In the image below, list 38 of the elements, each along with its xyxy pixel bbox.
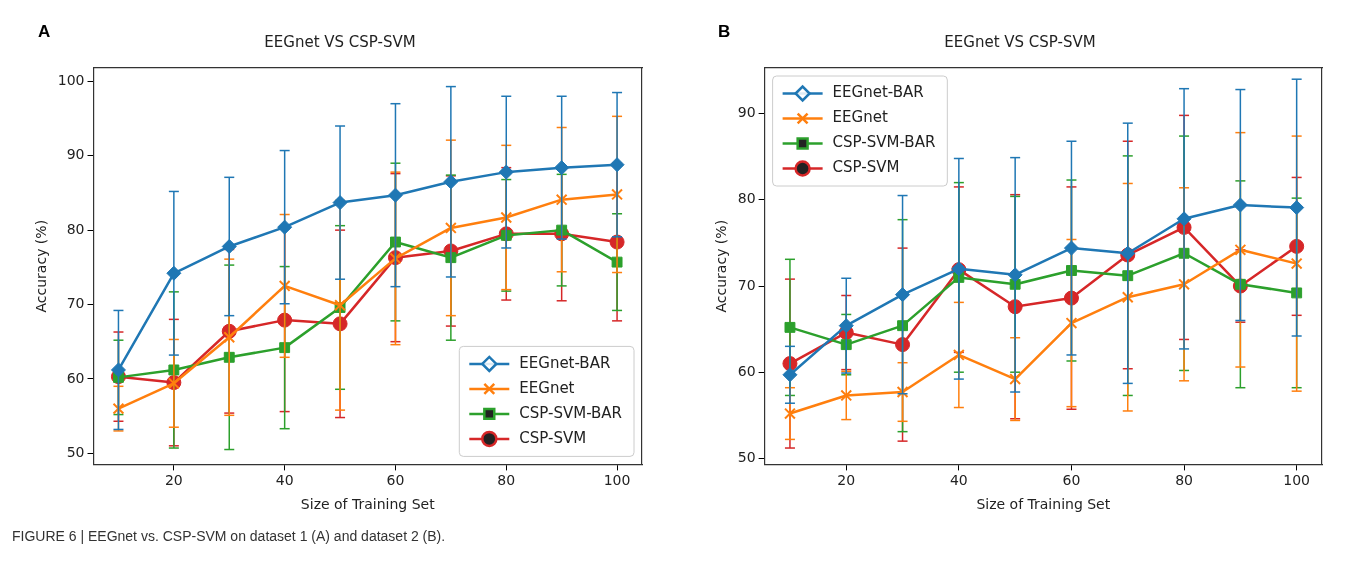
y-axis-title: Accuracy (%) [33, 219, 50, 313]
y-tick-label: 60 [66, 369, 85, 386]
y-axis-title: Accuracy (%) [713, 219, 730, 313]
x-tick-label: 100 [603, 472, 631, 489]
x-tick-label: 80 [497, 472, 516, 489]
y-tick-label: 70 [66, 295, 85, 312]
legend-label: CSP-SVM-BAR [832, 133, 936, 152]
y-tick-label: 100 [57, 72, 85, 89]
x-tick-label: 40 [949, 472, 968, 489]
y-tick-label: 60 [737, 362, 756, 379]
x-tick-label: 60 [1062, 472, 1081, 489]
legend-label: EEGnet-BAR [832, 83, 924, 102]
y-tick-label: 50 [66, 443, 85, 460]
chart-title: EEGnet VS CSP-SVM [944, 32, 1096, 51]
y-tick-label: 80 [737, 190, 756, 207]
y-tick-label: 70 [737, 276, 756, 293]
x-axis-title: Size of Training Set [976, 496, 1111, 513]
x-tick-label: 100 [1283, 472, 1311, 489]
x-tick-label: 60 [386, 472, 405, 489]
text: A [38, 22, 51, 42]
x-tick-label: 20 [164, 472, 183, 489]
legend-label: CSP-SVM [519, 428, 587, 447]
y-tick-label: 90 [66, 146, 85, 163]
x-axis-title: Size of Training Set [300, 496, 436, 513]
text: B [718, 22, 731, 42]
legend-label: EEGnet [832, 108, 888, 127]
x-tick-label: 80 [1175, 472, 1193, 489]
y-tick-label: 80 [66, 220, 85, 237]
x-tick-label: 40 [275, 472, 294, 489]
legend-label: EEGnet [519, 378, 575, 397]
legend-label: EEGnet-BAR [519, 353, 611, 372]
legend-label: CSP-SVM [832, 158, 900, 177]
y-tick-label: 50 [737, 449, 756, 466]
legend-label: CSP-SVM-BAR [519, 403, 622, 422]
chart-title: EEGnet VS CSP-SVM [264, 32, 416, 51]
y-tick-label: 90 [737, 104, 756, 121]
caption: FIGURE 6 | EEGnet vs. CSP-SVM on dataset 1 (A) and dataset 2 (B). [12, 528, 446, 544]
x-tick-label: 20 [837, 472, 856, 489]
